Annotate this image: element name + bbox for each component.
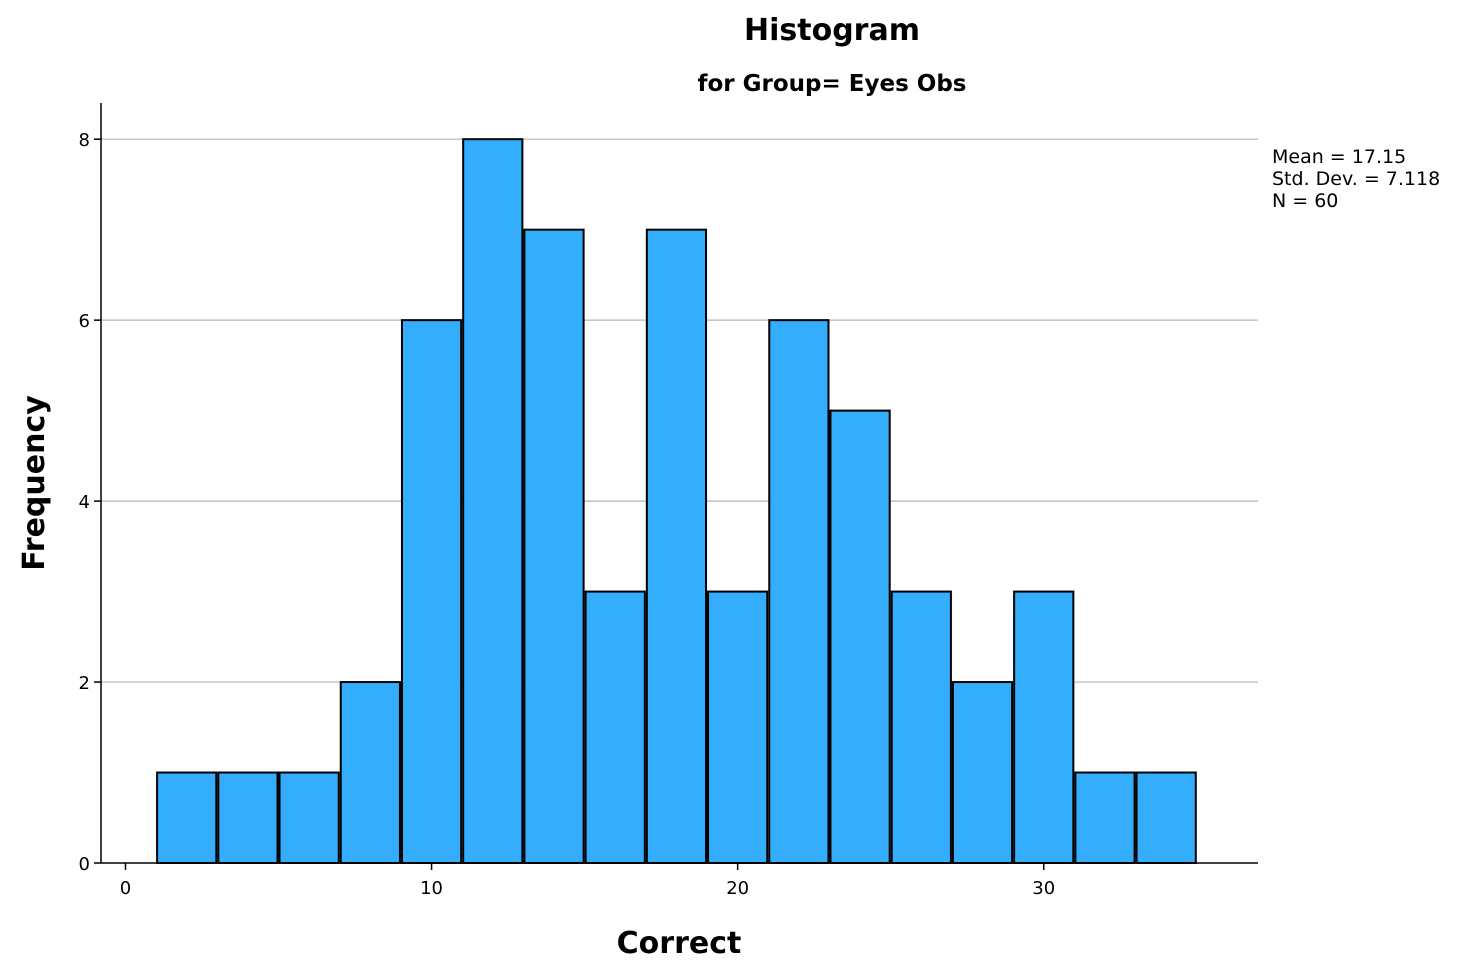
histogram-bar: [1135, 771, 1197, 864]
histogram-bar: [217, 771, 279, 864]
y-tick-label: 8: [79, 130, 90, 151]
stat-mean: Mean = 17.15: [1272, 146, 1406, 168]
chart-subtitle: for Group= Eyes Obs: [697, 71, 966, 97]
x-axis-ticks: 0 10 20 30: [120, 863, 1055, 899]
y-axis-title: Frequency: [17, 395, 52, 571]
histogram-bar: [278, 771, 340, 864]
x-tick-label: 20: [726, 878, 749, 899]
stats-box: Mean = 17.15 Std. Dev. = 7.118 N = 60: [1272, 146, 1440, 212]
histogram-bar: [829, 409, 891, 864]
histogram-bar: [584, 590, 646, 864]
y-tick-label: 6: [79, 311, 90, 332]
histogram-bar: [462, 138, 524, 864]
y-axis-ticks: 0 2 4 6 8: [79, 130, 101, 875]
histogram-bar: [951, 681, 1014, 864]
histogram-bar: [400, 319, 463, 864]
histogram-bars: [156, 138, 1197, 864]
histogram-bar: [339, 681, 401, 864]
chart-title: Histogram: [744, 13, 920, 48]
histogram-bar: [645, 228, 708, 864]
histogram-bar: [1074, 771, 1136, 864]
x-axis-title: Correct: [617, 926, 742, 961]
histogram-bar: [707, 590, 769, 864]
histogram-bar: [523, 228, 585, 864]
y-tick-label: 4: [79, 492, 90, 513]
x-tick-label: 10: [420, 878, 443, 899]
y-tick-label: 2: [79, 673, 90, 694]
histogram-bar: [890, 590, 952, 864]
x-tick-label: 0: [120, 878, 131, 899]
histogram-bar: [768, 319, 830, 864]
histogram-bar: [1013, 590, 1075, 864]
x-tick-label: 30: [1032, 878, 1055, 899]
y-tick-label: 0: [79, 854, 90, 875]
stat-std-dev: Std. Dev. = 7.118: [1272, 168, 1440, 190]
stat-n: N = 60: [1272, 190, 1338, 212]
histogram-bar: [156, 771, 218, 864]
